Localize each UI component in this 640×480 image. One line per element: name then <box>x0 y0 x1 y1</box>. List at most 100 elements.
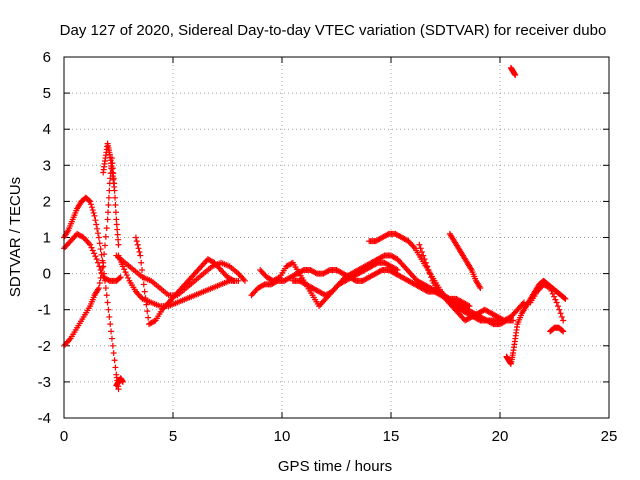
data-point <box>136 248 143 255</box>
data-point <box>110 350 117 357</box>
data-point <box>98 270 105 277</box>
series-track-4 <box>100 140 118 190</box>
data-point <box>424 263 431 270</box>
data-point <box>489 320 496 327</box>
data-point <box>117 274 124 281</box>
data-point <box>95 259 102 266</box>
data-point <box>105 306 112 313</box>
data-point <box>105 209 112 216</box>
y-tick-label: 0 <box>43 266 51 283</box>
data-point <box>560 317 567 324</box>
data-point <box>105 277 112 284</box>
data-point <box>135 245 142 252</box>
data-point <box>416 241 423 248</box>
data-point <box>552 296 559 303</box>
y-tick-label: -3 <box>38 374 51 391</box>
data-point <box>553 299 560 306</box>
data-point <box>113 216 120 223</box>
y-tick-label: 3 <box>43 157 51 174</box>
data-point <box>112 209 119 216</box>
data-point <box>466 303 473 310</box>
data-point <box>106 187 113 194</box>
data-point <box>512 72 519 79</box>
x-tick-label: 25 <box>601 428 618 445</box>
data-point <box>91 212 98 219</box>
data-point <box>109 342 116 349</box>
x-tick-label: 15 <box>383 428 400 445</box>
y-tick-label: -4 <box>38 410 51 427</box>
data-point <box>108 335 115 342</box>
data-point <box>114 226 121 233</box>
y-axis-label: SDTVAR / TECUs <box>7 177 24 297</box>
data-point <box>119 378 126 385</box>
data-point <box>102 233 109 240</box>
grid-lines <box>64 57 609 418</box>
x-axis-label: GPS time / hours <box>278 458 392 475</box>
data-point <box>144 308 151 315</box>
data-point <box>101 242 108 249</box>
data-point <box>112 364 119 371</box>
series-track-14 <box>446 230 484 292</box>
data-point <box>88 244 95 251</box>
series-track-16 <box>527 281 567 324</box>
data-point <box>93 221 100 228</box>
data-point <box>103 292 110 299</box>
data-point <box>108 328 115 335</box>
data-point <box>104 216 111 223</box>
y-tick-label: 2 <box>43 193 51 210</box>
series-track-10 <box>257 259 401 310</box>
data-point <box>92 253 99 260</box>
data-point <box>556 306 563 313</box>
data-point <box>87 198 94 205</box>
data-point <box>380 253 387 260</box>
series-track-18 <box>507 64 519 79</box>
data-point <box>417 245 424 252</box>
data-point <box>115 386 122 393</box>
series-track-3 <box>61 230 124 284</box>
data-point <box>101 251 108 258</box>
data-point <box>133 238 140 245</box>
series-track-8 <box>113 375 126 389</box>
data-point <box>559 327 566 334</box>
data-point <box>545 284 552 291</box>
data-point <box>428 274 435 281</box>
data-point <box>88 201 95 208</box>
y-tick-label: 5 <box>43 85 51 102</box>
data-point <box>102 285 109 292</box>
x-tick-label: 0 <box>60 428 68 445</box>
data-point <box>557 310 564 317</box>
data-point <box>141 288 148 295</box>
data-point <box>97 246 104 253</box>
data-point <box>561 295 568 302</box>
data-point <box>137 252 144 259</box>
data-point <box>106 313 113 320</box>
data-point <box>96 240 103 247</box>
series-track-13 <box>416 241 527 324</box>
data-point <box>394 266 401 273</box>
data-point <box>312 269 319 276</box>
data-point <box>96 263 103 270</box>
data-point <box>554 303 561 310</box>
data-point <box>139 274 146 281</box>
data-point <box>95 234 102 241</box>
plot-frame <box>63 56 610 419</box>
data-point <box>86 197 93 204</box>
chart-title: Day 127 of 2020, Sidereal Day-to-day VTE… <box>60 22 607 39</box>
y-tick-label: 1 <box>43 230 51 247</box>
data-point <box>520 299 527 306</box>
series-track-15 <box>503 277 569 367</box>
data-point <box>421 256 428 263</box>
data-point <box>465 302 472 309</box>
data-point <box>229 277 236 284</box>
data-point <box>299 267 306 274</box>
data-point <box>548 287 555 294</box>
data-point <box>115 236 122 243</box>
data-point <box>551 293 558 300</box>
data-point <box>121 266 128 273</box>
data-point <box>122 269 129 276</box>
data-point <box>132 234 139 241</box>
data-point <box>377 267 384 274</box>
series-track-1 <box>61 155 122 349</box>
data-point <box>423 287 430 294</box>
data-point <box>145 314 152 321</box>
